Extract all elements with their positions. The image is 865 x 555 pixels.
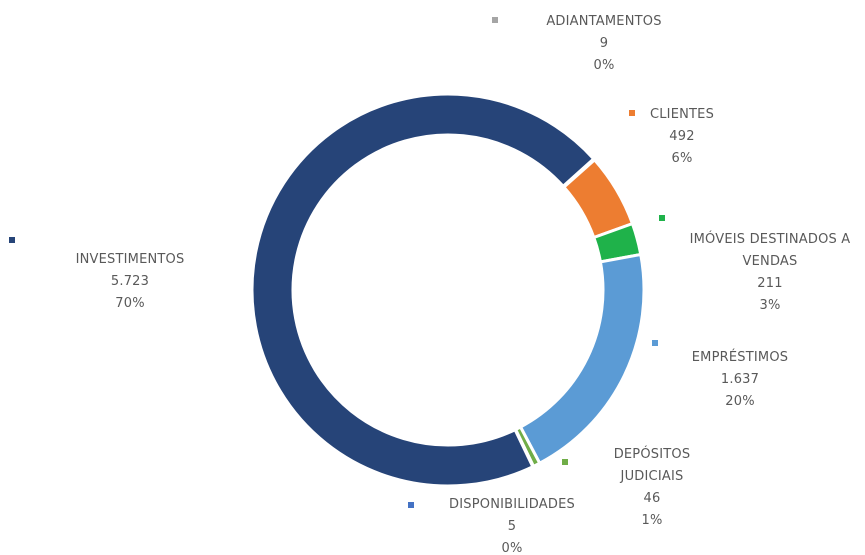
value-label: 1.637 bbox=[720, 372, 760, 387]
legend-marker bbox=[9, 237, 15, 243]
data-label: DISPONIBILIDADES 5 0% bbox=[412, 494, 612, 555]
legend-marker bbox=[562, 459, 568, 465]
data-label: CLIENTES 492 6% bbox=[622, 104, 742, 170]
percent-label: 6% bbox=[671, 151, 693, 166]
percent-label: 1% bbox=[641, 513, 663, 528]
data-label: DEPÓSITOS JUDICIAIS 46 1% bbox=[602, 444, 702, 532]
category-label: IMÓVEIS DESTINADOS A VENDAS bbox=[689, 232, 851, 269]
legend-marker bbox=[629, 110, 635, 116]
percent-label: 20% bbox=[725, 394, 755, 409]
category-label: INVESTIMENTOS bbox=[75, 252, 185, 267]
value-label: 9 bbox=[599, 36, 609, 51]
data-label: EMPRÉSTIMOS 1.637 20% bbox=[670, 347, 810, 413]
percent-label: 70% bbox=[115, 296, 145, 311]
legend-marker bbox=[408, 502, 414, 508]
legend-marker bbox=[492, 17, 498, 23]
donut-slice bbox=[518, 252, 646, 466]
percent-label: 0% bbox=[501, 541, 523, 555]
legend-marker bbox=[652, 340, 658, 346]
data-label: INVESTIMENTOS 5.723 70% bbox=[30, 249, 230, 315]
donut-slice bbox=[250, 92, 596, 488]
legend-marker bbox=[659, 215, 665, 221]
category-label: DEPÓSITOS JUDICIAIS bbox=[613, 447, 691, 484]
value-label: 5.723 bbox=[110, 274, 150, 289]
value-label: 46 bbox=[643, 491, 661, 506]
category-label: DISPONIBILIDADES bbox=[449, 497, 575, 512]
value-label: 211 bbox=[757, 276, 783, 291]
value-label: 5 bbox=[507, 519, 517, 534]
category-label: CLIENTES bbox=[649, 107, 715, 122]
data-label: IMÓVEIS DESTINADOS A VENDAS 211 3% bbox=[680, 229, 860, 317]
category-label: ADIANTAMENTOS bbox=[546, 14, 662, 29]
percent-label: 3% bbox=[759, 298, 781, 313]
data-label: ADIANTAMENTOS 9 0% bbox=[504, 11, 704, 77]
value-label: 492 bbox=[669, 129, 695, 144]
percent-label: 0% bbox=[593, 58, 615, 73]
category-label: EMPRÉSTIMOS bbox=[691, 350, 789, 365]
